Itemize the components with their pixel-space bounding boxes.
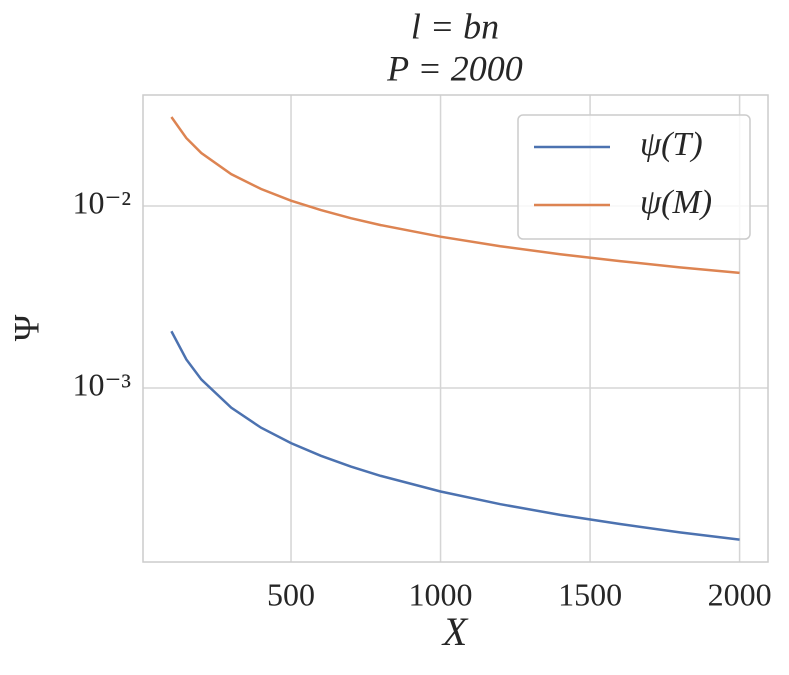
legend-label: ψ(M) bbox=[640, 184, 712, 221]
x-tick-label: 500 bbox=[267, 576, 315, 612]
legend-box bbox=[517, 114, 751, 240]
x-axis-label: X bbox=[441, 609, 469, 654]
x-tick-label: 1000 bbox=[409, 576, 473, 612]
chart-subtitle: P = 2000 bbox=[386, 48, 523, 88]
x-tick-label: 1500 bbox=[558, 576, 622, 612]
y-tick-label: 10⁻² bbox=[73, 184, 131, 220]
y-tick-label: 10⁻³ bbox=[73, 366, 131, 402]
legend-label: ψ(T) bbox=[640, 126, 703, 163]
line-series bbox=[170, 116, 740, 275]
chart-title: l = bn bbox=[411, 6, 499, 46]
x-tick-label: 2000 bbox=[708, 576, 772, 612]
y-axis-label: Ψ bbox=[6, 314, 46, 341]
line-series bbox=[170, 330, 740, 541]
plot-frame bbox=[142, 94, 769, 563]
